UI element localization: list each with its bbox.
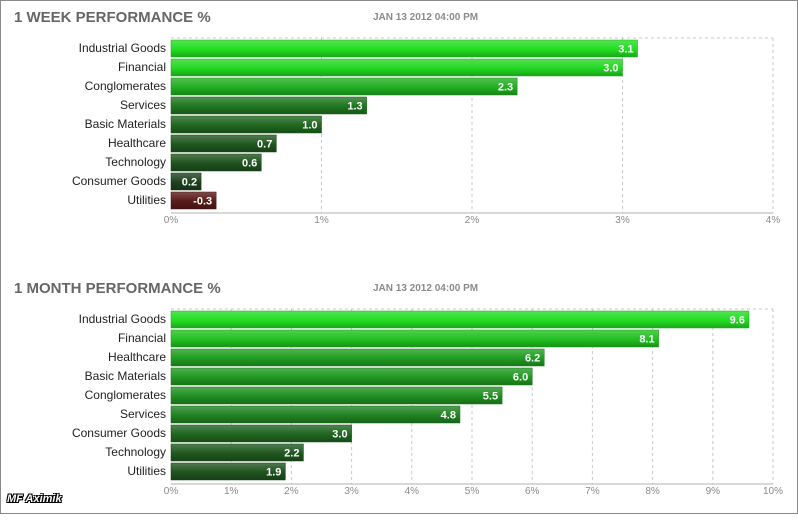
value-label: 2.3 <box>498 82 513 94</box>
value-label: 1.9 <box>266 467 281 479</box>
bar-row: Services 1.3 <box>120 96 367 115</box>
x-tick-label: 5% <box>465 486 480 497</box>
bar <box>170 443 304 462</box>
bar-row: Financial 3.0 <box>118 58 623 77</box>
x-tick-label: 3% <box>344 486 359 497</box>
value-label: 3.1 <box>618 44 633 56</box>
week-chart-timestamp: JAN 13 2012 04:00 PM <box>373 12 479 23</box>
category-label: Utilities <box>127 464 166 478</box>
category-label: Industrial Goods <box>79 312 166 326</box>
category-label: Healthcare <box>108 136 166 150</box>
category-label: Utilities <box>127 193 166 207</box>
x-tick-label: 8% <box>645 486 660 497</box>
category-label: Healthcare <box>108 350 166 364</box>
bar <box>170 39 638 58</box>
month-chart-title: 1 MONTH PERFORMANCE % <box>14 280 221 297</box>
x-tick-label: 1% <box>224 486 239 497</box>
bar-row: Financial 8.1 <box>118 329 659 348</box>
bar <box>170 77 518 96</box>
value-label: 5.5 <box>483 391 498 403</box>
category-label: Conglomerates <box>85 388 166 402</box>
value-label: 3.0 <box>332 429 347 441</box>
x-tick-label: 6% <box>525 486 540 497</box>
x-tick-label: 0% <box>164 486 179 497</box>
value-label: 6.0 <box>513 372 528 384</box>
value-label: -0.3 <box>193 196 212 208</box>
value-label: 2.2 <box>284 448 299 460</box>
x-tick-label: 0% <box>164 215 179 226</box>
value-label: 1.0 <box>302 120 317 132</box>
week-chart-title: 1 WEEK PERFORMANCE % <box>14 9 211 26</box>
x-tick-label: 3% <box>615 215 630 226</box>
bar-row: Healthcare 0.7 <box>108 134 277 153</box>
category-label: Industrial Goods <box>79 41 166 55</box>
category-label: Technology <box>105 155 166 169</box>
category-label: Conglomerates <box>85 79 166 93</box>
value-label: 3.0 <box>603 63 618 75</box>
category-label: Consumer Goods <box>72 174 166 188</box>
category-label: Services <box>120 98 166 112</box>
category-label: Financial <box>118 60 166 74</box>
bar <box>170 386 503 405</box>
value-label: 0.2 <box>182 177 197 189</box>
bar-row: Industrial Goods 3.1 <box>79 39 638 58</box>
month-performance-chart: 0% 1% 2% 3% 4% 5% 6% 7% 8% 9% 10% Industrial Goods 9… <box>72 308 783 497</box>
bar <box>170 348 545 367</box>
month-performance-panel: 1 MONTH PERFORMANCE % JAN 13 2012 04:00 … <box>1 280 798 522</box>
watermark-signature: MF Aximik <box>7 493 62 505</box>
bar <box>170 424 352 443</box>
category-label: Consumer Goods <box>72 426 166 440</box>
value-label: 6.2 <box>525 353 540 365</box>
week-performance-chart: 0% 1% 2% 3% 4% Industrial Goods 3.1 Financial 3.… <box>72 37 781 226</box>
x-tick-label: 2% <box>284 486 299 497</box>
bar-row: Industrial Goods 9.6 <box>79 310 750 329</box>
bar <box>170 58 623 77</box>
bar-row: Utilities 1.9 <box>127 462 286 481</box>
bar-row: Services 4.8 <box>120 405 461 424</box>
bar-row: Utilities -0.3 <box>127 191 217 210</box>
bar <box>170 115 322 134</box>
value-label: 4.8 <box>441 410 456 422</box>
x-tick-label: 9% <box>706 486 721 497</box>
bar <box>170 310 750 329</box>
bar <box>170 153 262 172</box>
bar <box>170 462 286 481</box>
bar-row: Conglomerates 5.5 <box>85 386 503 405</box>
value-label: 9.6 <box>730 315 745 327</box>
bar-row: Consumer Goods 0.2 <box>72 172 202 191</box>
x-tick-label: 7% <box>585 486 600 497</box>
value-label: 1.3 <box>347 101 362 113</box>
bar <box>170 172 202 191</box>
x-tick-label: 1% <box>314 215 329 226</box>
bar-row: Consumer Goods 3.0 <box>72 424 352 443</box>
bar-row: Basic Materials 6.0 <box>85 367 533 386</box>
bar <box>170 191 217 210</box>
month-chart-timestamp: JAN 13 2012 04:00 PM <box>373 283 479 294</box>
bar-row: Conglomerates 2.3 <box>85 77 518 96</box>
bar <box>170 134 277 153</box>
category-label: Technology <box>105 445 166 459</box>
x-tick-label: 2% <box>465 215 480 226</box>
value-label: 8.1 <box>639 334 654 346</box>
x-tick-label: 4% <box>766 215 781 226</box>
x-tick-label: 10% <box>763 486 783 497</box>
bar-row: Healthcare 6.2 <box>108 348 545 367</box>
bar-row: Technology 2.2 <box>105 443 304 462</box>
value-label: 0.7 <box>257 139 272 151</box>
bar <box>170 367 533 386</box>
bar <box>170 96 367 115</box>
value-label: 0.6 <box>242 158 257 170</box>
bar-row: Basic Materials 1.0 <box>85 115 322 134</box>
grid-lines <box>171 37 774 213</box>
category-label: Financial <box>118 331 166 345</box>
category-label: Basic Materials <box>85 369 166 383</box>
bar <box>170 405 461 424</box>
week-performance-panel: 1 WEEK PERFORMANCE % JAN 13 2012 04:00 P… <box>1 9 798 251</box>
bar-row: Technology 0.6 <box>105 153 262 172</box>
x-tick-label: 4% <box>405 486 420 497</box>
category-label: Services <box>120 407 166 421</box>
bar <box>170 329 659 348</box>
category-label: Basic Materials <box>85 117 166 131</box>
